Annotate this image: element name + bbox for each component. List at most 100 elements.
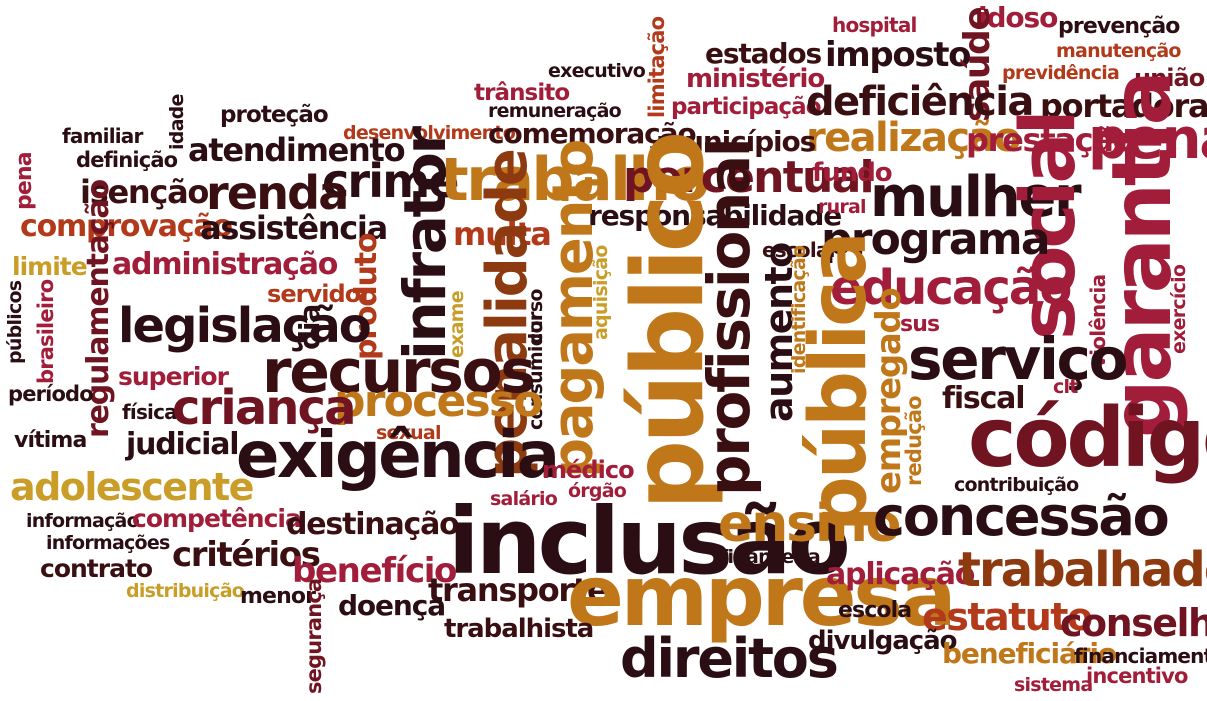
word: participação <box>671 94 822 120</box>
word: fiscal <box>942 381 1026 416</box>
word: identificação <box>788 245 810 374</box>
word: empresa <box>567 547 957 645</box>
word: assistência <box>200 209 388 247</box>
word: manutenção <box>1056 40 1181 62</box>
word: limitação <box>645 16 669 118</box>
word: imposto <box>825 35 971 75</box>
word: legislação <box>118 298 372 354</box>
word: estatuto <box>922 595 1093 639</box>
word: penal <box>1088 107 1207 172</box>
word: comprovação <box>20 209 233 244</box>
word: responsabilidade <box>588 199 842 232</box>
word: financiamento <box>1074 644 1207 668</box>
word: divulgação <box>808 626 958 656</box>
word: mulher <box>870 165 1082 230</box>
word: ministério <box>686 64 825 94</box>
word: menor <box>240 584 316 609</box>
word: contribuição <box>954 474 1079 496</box>
word: doença <box>338 589 446 622</box>
word: estados <box>705 37 822 70</box>
word: renda <box>206 166 349 220</box>
word: competência <box>132 504 302 533</box>
word: processo <box>334 376 544 427</box>
word: multa <box>453 215 552 253</box>
word: aplicação <box>826 557 975 592</box>
word: aquisição <box>590 245 612 340</box>
word: programa <box>821 214 1051 265</box>
word: familiar <box>62 124 143 148</box>
word: trânsito <box>474 80 570 106</box>
word: isenção <box>80 173 209 211</box>
word: concessão <box>873 485 1170 548</box>
word: remuneração <box>488 100 622 122</box>
word: administração <box>112 247 338 282</box>
word: idade <box>166 94 188 150</box>
word: período <box>8 382 94 406</box>
word: código <box>968 391 1207 486</box>
word: incentivo <box>1086 664 1188 688</box>
word: limite <box>12 252 88 281</box>
word: superior <box>118 362 229 391</box>
word: informação <box>26 510 140 532</box>
word: pena <box>12 152 37 210</box>
word: financeira <box>720 546 821 568</box>
word: crime <box>322 154 459 208</box>
word: percentual <box>623 152 875 203</box>
word: direitos <box>620 627 839 690</box>
word: inclusão <box>448 488 851 595</box>
word: sexual <box>376 422 442 444</box>
word: portadora <box>1040 87 1207 125</box>
word: deficiência <box>806 79 1034 125</box>
word: exercício <box>1168 264 1190 354</box>
word: realização <box>806 115 1021 161</box>
word: redução <box>902 396 926 486</box>
word: comemoração <box>488 117 697 150</box>
word: serviço <box>908 325 1128 393</box>
word: sus <box>900 312 940 337</box>
word: definição <box>76 148 178 172</box>
word: brasileiro <box>34 279 58 384</box>
word: adolescente <box>10 465 254 509</box>
word: judicial <box>126 427 240 462</box>
word: desenvolvimento <box>343 122 516 144</box>
word: trabalho <box>440 145 710 215</box>
word: atendimento <box>188 131 406 169</box>
word: salário <box>490 488 558 510</box>
word: escolar <box>762 238 838 262</box>
word: órgão <box>568 480 627 502</box>
word: sistema <box>1014 674 1093 696</box>
word: física <box>122 400 178 424</box>
word: municípios <box>656 125 816 158</box>
word: servidor <box>267 280 372 308</box>
word: ensino <box>718 494 901 554</box>
word: informações <box>46 532 170 554</box>
word: educação <box>830 260 1072 316</box>
word: critérios <box>172 535 321 575</box>
word: médico <box>542 456 635 484</box>
word: previdência <box>1002 62 1120 84</box>
word: profissional <box>695 139 763 496</box>
word: clt <box>1053 376 1078 398</box>
word: fundo <box>812 158 893 188</box>
word: vítima <box>14 428 87 453</box>
word: trabalhista <box>444 614 594 644</box>
word: empregado <box>869 288 909 494</box>
word: prevenção <box>1058 14 1180 39</box>
word: hospital <box>832 13 917 37</box>
word: transporte <box>428 571 609 609</box>
word: distribuição <box>126 580 245 602</box>
word: rural <box>818 196 867 218</box>
word: exigência <box>236 419 560 493</box>
word: públicos <box>4 280 26 364</box>
word: união <box>1134 64 1205 92</box>
word: beneficiário <box>942 637 1117 670</box>
word: recursos <box>262 337 536 407</box>
word: escola <box>838 598 912 623</box>
word: criança <box>172 380 356 436</box>
word: idoso <box>978 1 1058 34</box>
word: destinação <box>286 507 460 542</box>
word: conselho <box>1060 601 1207 645</box>
word: prestação <box>966 121 1135 159</box>
word: executivo <box>548 60 646 82</box>
